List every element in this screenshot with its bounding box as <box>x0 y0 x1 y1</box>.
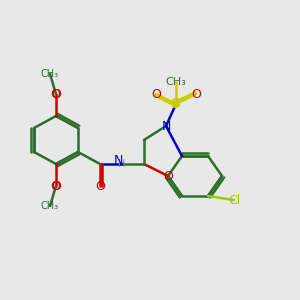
Text: N: N <box>113 154 123 166</box>
Text: O: O <box>95 179 105 193</box>
Text: O: O <box>51 179 61 193</box>
Text: O: O <box>191 88 201 100</box>
Text: O: O <box>50 179 60 193</box>
Text: Cl: Cl <box>228 194 240 206</box>
Text: CH₃: CH₃ <box>41 201 59 211</box>
Text: O: O <box>50 88 60 100</box>
Text: O: O <box>51 88 61 100</box>
Text: N: N <box>161 119 171 133</box>
Text: CH₃: CH₃ <box>41 69 59 79</box>
Text: CH₃: CH₃ <box>166 77 186 87</box>
Text: O: O <box>163 169 173 182</box>
Text: S: S <box>171 97 181 111</box>
Text: H: H <box>118 159 126 169</box>
Text: O: O <box>151 88 161 100</box>
